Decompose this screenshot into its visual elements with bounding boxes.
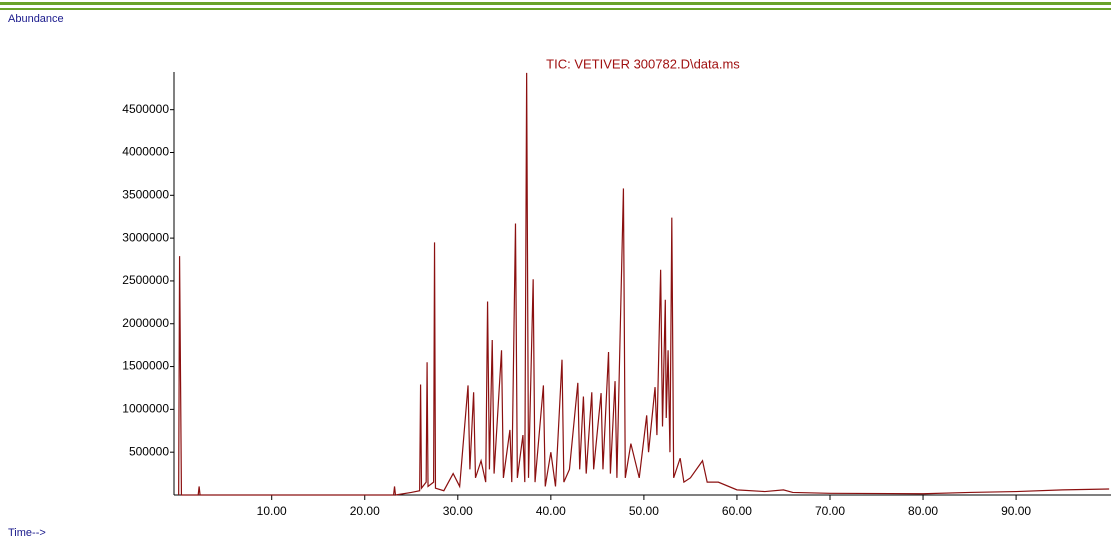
y-tick-label: 500000 [129, 444, 169, 458]
y-tick-label: 2500000 [122, 273, 169, 287]
header-rule [0, 2, 1111, 5]
chart-title: TIC: VETIVER 300782.D\data.ms [546, 56, 740, 71]
y-axis-label: Abundance [8, 13, 64, 25]
x-tick-label: 60.00 [722, 504, 752, 518]
x-tick-label: 90.00 [1001, 504, 1031, 518]
y-tick-label: 2000000 [122, 316, 169, 330]
x-tick-label: 80.00 [908, 504, 938, 518]
x-tick-label: 40.00 [536, 504, 566, 518]
x-axis-label: Time--> [8, 527, 46, 537]
y-tick-label: 3000000 [122, 230, 169, 244]
y-tick-label: 4500000 [122, 102, 169, 116]
x-tick-label: 50.00 [629, 504, 659, 518]
x-tick-label: 20.00 [350, 504, 380, 518]
y-tick-label: 3500000 [122, 187, 169, 201]
y-tick-label: 4000000 [122, 145, 169, 159]
x-tick-label: 10.00 [257, 504, 287, 518]
x-tick-label: 30.00 [443, 504, 473, 518]
y-tick-label: 1500000 [122, 359, 169, 373]
y-tick-label: 1000000 [122, 402, 169, 416]
header-rule [0, 8, 1111, 10]
x-tick-label: 70.00 [815, 504, 845, 518]
tic-trace [178, 72, 1110, 496]
